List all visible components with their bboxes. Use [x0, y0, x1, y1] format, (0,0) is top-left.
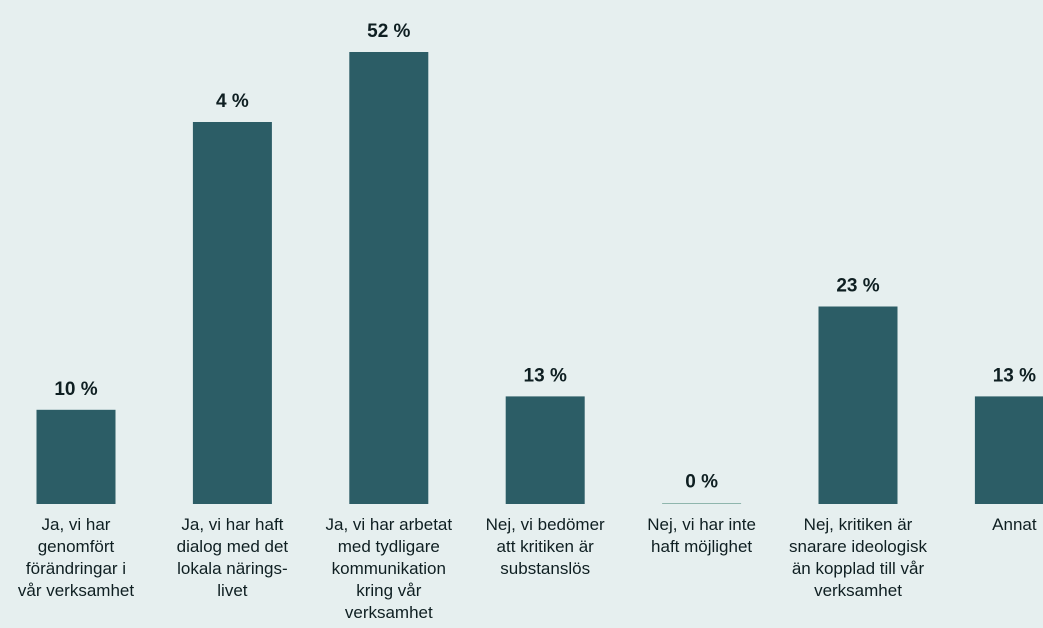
- bar-value-label: 0 %: [685, 471, 718, 492]
- bar-value-label: 4 %: [216, 91, 249, 112]
- category-label: Ja, vi har haft dialog med det lokala nä…: [176, 515, 289, 600]
- category-label: Ja, vi har genomfört förändringar i vår …: [17, 515, 135, 600]
- bar: [192, 122, 272, 504]
- bar: [974, 396, 1043, 504]
- bar-value-label: 23 %: [836, 276, 879, 297]
- bar: [662, 503, 742, 504]
- category-label: Nej, vi bedömer att kritiken är substans…: [485, 515, 605, 578]
- bar: [349, 52, 429, 504]
- category-label: Ja, vi har arbetat med tydligare kommuni…: [325, 515, 453, 622]
- category-label: Nej, kritiken är snarare ideologisk än k…: [789, 515, 927, 600]
- category-label: Annat: [992, 515, 1037, 534]
- bar: [818, 306, 898, 504]
- bar: [505, 396, 585, 504]
- bar-value-label: 52 %: [367, 21, 410, 42]
- bar-value-label: 13 %: [993, 365, 1036, 386]
- category-label: Nej, vi har inte haft möjlighet: [647, 515, 756, 556]
- bar-value-label: 13 %: [524, 365, 567, 386]
- bar: [36, 409, 116, 504]
- bar-value-label: 10 %: [54, 379, 97, 400]
